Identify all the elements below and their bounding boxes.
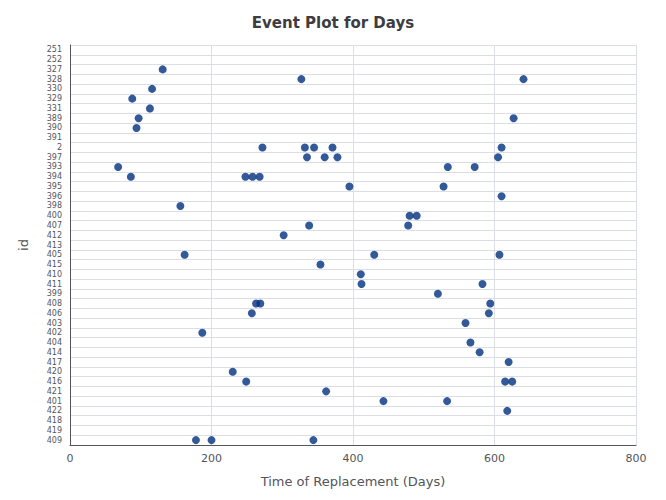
- svg-text:0: 0: [67, 452, 74, 465]
- svg-text:389: 389: [47, 114, 62, 123]
- svg-text:419: 419: [47, 426, 62, 435]
- svg-text:397: 397: [47, 153, 62, 162]
- svg-text:600: 600: [484, 452, 505, 465]
- svg-text:252: 252: [47, 55, 62, 64]
- svg-text:411: 411: [47, 280, 62, 289]
- svg-text:405: 405: [47, 250, 62, 259]
- svg-text:404: 404: [47, 338, 62, 347]
- svg-text:327: 327: [47, 65, 62, 74]
- svg-text:413: 413: [47, 241, 62, 250]
- svg-text:400: 400: [343, 452, 364, 465]
- svg-text:415: 415: [47, 260, 62, 269]
- svg-text:418: 418: [47, 416, 62, 425]
- svg-text:331: 331: [47, 104, 62, 113]
- svg-text:421: 421: [47, 387, 62, 396]
- svg-text:408: 408: [47, 299, 62, 308]
- svg-text:399: 399: [47, 289, 62, 298]
- svg-text:398: 398: [47, 201, 62, 210]
- svg-text:390: 390: [47, 123, 62, 132]
- svg-text:329: 329: [47, 94, 62, 103]
- svg-text:251: 251: [47, 45, 62, 54]
- svg-text:403: 403: [47, 319, 62, 328]
- svg-text:2: 2: [57, 143, 62, 152]
- svg-text:409: 409: [47, 436, 62, 445]
- svg-text:400: 400: [47, 211, 62, 220]
- svg-text:330: 330: [47, 84, 62, 93]
- svg-text:200: 200: [201, 452, 222, 465]
- svg-text:395: 395: [47, 182, 62, 191]
- svg-text:416: 416: [47, 377, 62, 386]
- svg-text:id: id: [16, 239, 31, 251]
- svg-text:800: 800: [626, 452, 647, 465]
- svg-text:422: 422: [47, 406, 62, 415]
- svg-text:394: 394: [47, 172, 62, 181]
- svg-text:417: 417: [47, 358, 62, 367]
- svg-text:412: 412: [47, 231, 62, 240]
- svg-text:Event Plot for Days: Event Plot for Days: [252, 14, 414, 32]
- svg-text:393: 393: [47, 162, 62, 171]
- svg-text:414: 414: [47, 348, 62, 357]
- svg-text:396: 396: [47, 192, 62, 201]
- svg-text:328: 328: [47, 75, 62, 84]
- svg-text:410: 410: [47, 270, 62, 279]
- svg-text:401: 401: [47, 397, 62, 406]
- svg-text:420: 420: [47, 367, 62, 376]
- svg-text:406: 406: [47, 309, 62, 318]
- svg-text:Time of Replacement (Days): Time of Replacement (Days): [260, 474, 446, 489]
- svg-text:402: 402: [47, 328, 62, 337]
- svg-text:407: 407: [47, 221, 62, 230]
- svg-text:391: 391: [47, 133, 62, 142]
